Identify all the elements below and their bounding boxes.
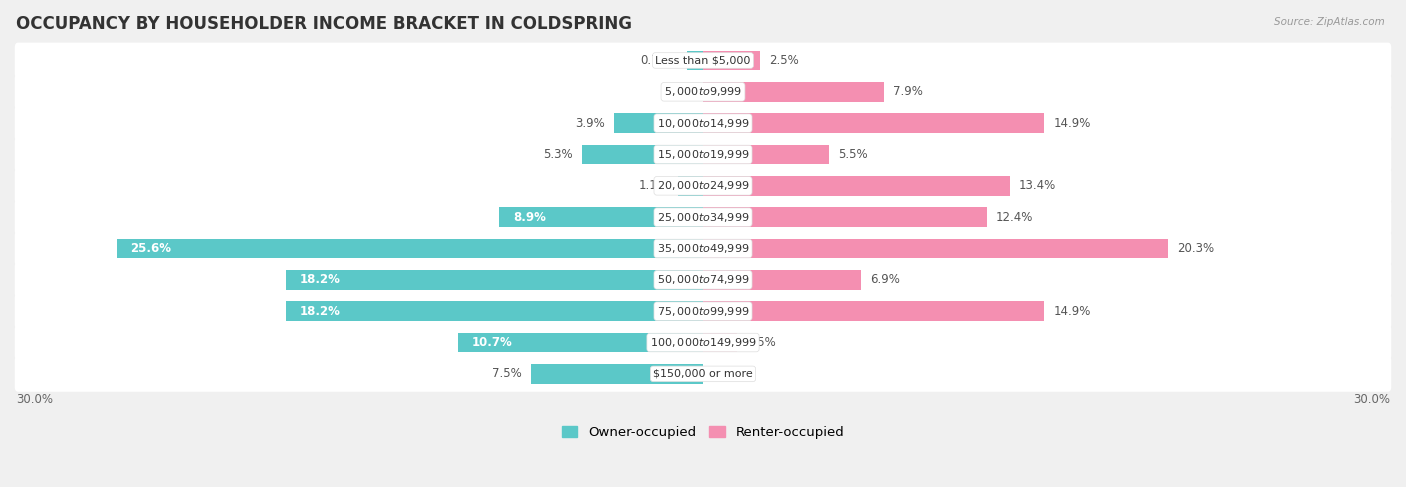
- Text: 7.5%: 7.5%: [492, 367, 522, 380]
- Text: 18.2%: 18.2%: [299, 273, 340, 286]
- Text: $20,000 to $24,999: $20,000 to $24,999: [657, 179, 749, 192]
- Text: 20.3%: 20.3%: [1177, 242, 1215, 255]
- Text: 2.5%: 2.5%: [769, 54, 799, 67]
- Text: 30.0%: 30.0%: [1353, 393, 1391, 406]
- Text: 1.5%: 1.5%: [747, 336, 776, 349]
- Bar: [287, 270, 703, 290]
- Bar: [703, 207, 987, 227]
- FancyBboxPatch shape: [14, 137, 1392, 172]
- Text: $50,000 to $74,999: $50,000 to $74,999: [657, 273, 749, 286]
- FancyBboxPatch shape: [14, 356, 1392, 392]
- Bar: [531, 364, 703, 384]
- Bar: [703, 301, 1045, 321]
- FancyBboxPatch shape: [14, 199, 1392, 235]
- Text: $10,000 to $14,999: $10,000 to $14,999: [657, 117, 749, 130]
- FancyBboxPatch shape: [14, 74, 1392, 110]
- Text: 6.9%: 6.9%: [870, 273, 900, 286]
- Text: $100,000 to $149,999: $100,000 to $149,999: [650, 336, 756, 349]
- FancyBboxPatch shape: [14, 43, 1392, 78]
- Text: 3.9%: 3.9%: [575, 117, 605, 130]
- Text: $25,000 to $34,999: $25,000 to $34,999: [657, 211, 749, 224]
- Bar: [613, 113, 703, 133]
- Bar: [703, 145, 830, 164]
- Text: Less than $5,000: Less than $5,000: [655, 56, 751, 65]
- Legend: Owner-occupied, Renter-occupied: Owner-occupied, Renter-occupied: [557, 421, 849, 444]
- FancyBboxPatch shape: [14, 231, 1392, 266]
- Bar: [582, 145, 703, 164]
- Text: 10.7%: 10.7%: [471, 336, 512, 349]
- Bar: [686, 51, 703, 70]
- Bar: [703, 51, 761, 70]
- Bar: [703, 239, 1168, 258]
- Bar: [703, 176, 1010, 196]
- Bar: [703, 270, 860, 290]
- Bar: [703, 113, 1045, 133]
- FancyBboxPatch shape: [14, 262, 1392, 298]
- Bar: [703, 333, 737, 352]
- Text: 0.71%: 0.71%: [640, 54, 678, 67]
- Bar: [678, 176, 703, 196]
- Text: 0.0%: 0.0%: [713, 367, 742, 380]
- Text: $35,000 to $49,999: $35,000 to $49,999: [657, 242, 749, 255]
- Text: $5,000 to $9,999: $5,000 to $9,999: [664, 85, 742, 98]
- Bar: [499, 207, 703, 227]
- Text: 7.9%: 7.9%: [893, 85, 922, 98]
- FancyBboxPatch shape: [14, 105, 1392, 141]
- Text: 25.6%: 25.6%: [131, 242, 172, 255]
- FancyBboxPatch shape: [14, 293, 1392, 329]
- Text: $150,000 or more: $150,000 or more: [654, 369, 752, 379]
- Bar: [703, 82, 884, 101]
- Text: 12.4%: 12.4%: [997, 211, 1033, 224]
- Text: 8.9%: 8.9%: [513, 211, 546, 224]
- Text: 13.4%: 13.4%: [1019, 179, 1056, 192]
- Bar: [458, 333, 703, 352]
- Text: Source: ZipAtlas.com: Source: ZipAtlas.com: [1274, 17, 1385, 27]
- Text: $15,000 to $19,999: $15,000 to $19,999: [657, 148, 749, 161]
- Text: 14.9%: 14.9%: [1053, 117, 1091, 130]
- Bar: [287, 301, 703, 321]
- Text: 5.3%: 5.3%: [543, 148, 572, 161]
- Text: 30.0%: 30.0%: [15, 393, 53, 406]
- Text: $75,000 to $99,999: $75,000 to $99,999: [657, 305, 749, 318]
- Text: 5.5%: 5.5%: [838, 148, 868, 161]
- Text: 14.9%: 14.9%: [1053, 305, 1091, 318]
- Text: OCCUPANCY BY HOUSEHOLDER INCOME BRACKET IN COLDSPRING: OCCUPANCY BY HOUSEHOLDER INCOME BRACKET …: [15, 15, 631, 33]
- Text: 18.2%: 18.2%: [299, 305, 340, 318]
- Bar: [117, 239, 703, 258]
- Text: 0.0%: 0.0%: [664, 85, 693, 98]
- Text: 1.1%: 1.1%: [638, 179, 669, 192]
- FancyBboxPatch shape: [14, 325, 1392, 360]
- FancyBboxPatch shape: [14, 168, 1392, 204]
